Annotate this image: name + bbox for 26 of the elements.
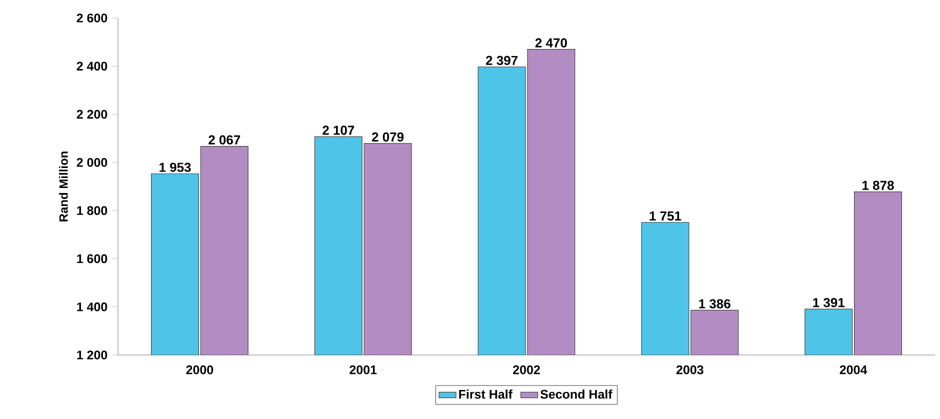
y-tick-label: 1 200	[77, 350, 108, 360]
data-label: 2 079	[372, 132, 404, 142]
data-label: 1 391	[813, 298, 845, 308]
x-tick-label: 2004	[840, 365, 868, 374]
data-label: 1 878	[862, 180, 894, 190]
y-tick-label: 2 600	[76, 14, 108, 22]
y-tick-label: 1 600	[77, 254, 108, 264]
data-label: 2 107	[322, 126, 354, 135]
data-label: 2 470	[535, 38, 567, 48]
x-tick-label: 2000	[186, 365, 214, 374]
legend-label: Second Half	[540, 390, 612, 399]
data-label: 2 067	[208, 135, 240, 144]
x-tick-label: 2002	[513, 365, 540, 374]
y-tick-label: 1 400	[77, 302, 108, 312]
legend-label: First Half	[459, 390, 512, 399]
y-axis-title: Rand Million	[59, 152, 68, 222]
y-tick-label: 2 200	[76, 110, 108, 119]
x-tick-label: 2001	[350, 365, 377, 374]
y-tick-label: 2 400	[76, 62, 108, 71]
y-tick-label: 1 800	[77, 206, 108, 215]
x-tick-label: 2003	[676, 365, 704, 374]
data-label: 1 751	[650, 212, 682, 221]
data-label: 2 397	[486, 56, 518, 66]
y-tick-label: 2 000	[76, 158, 108, 167]
data-label: 1 953	[160, 162, 191, 172]
data-label: 1 386	[699, 299, 730, 308]
